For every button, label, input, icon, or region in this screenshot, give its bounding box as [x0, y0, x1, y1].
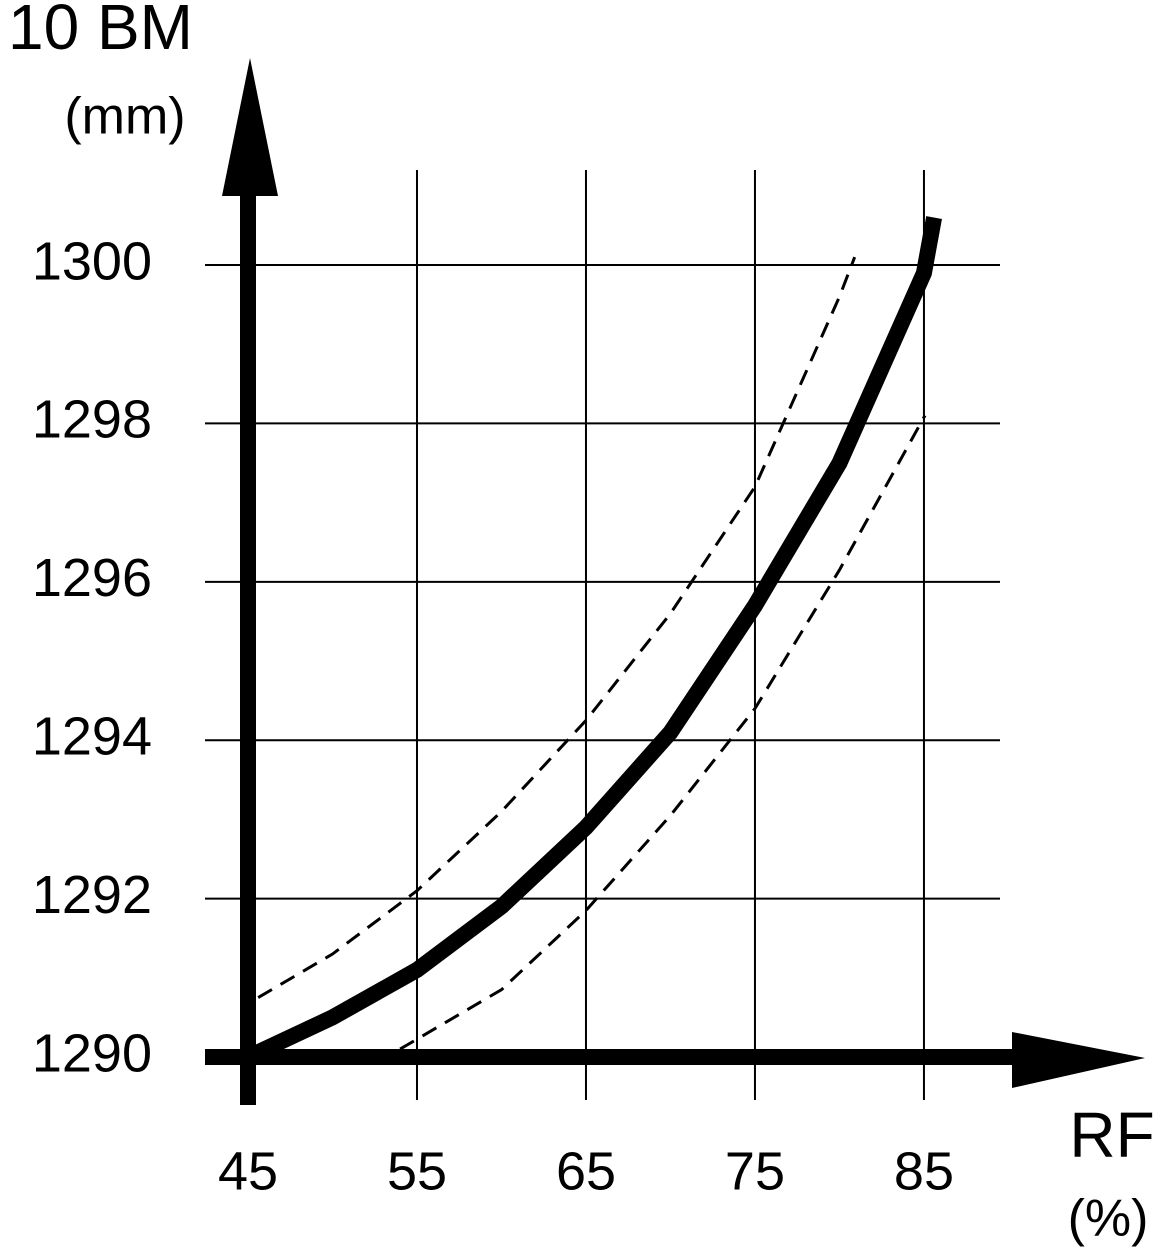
- y-tick-label: 1296: [32, 548, 152, 608]
- y-axis-unit: (mm): [64, 88, 185, 146]
- y-tick-label: 1294: [32, 706, 152, 766]
- bound-curve: [399, 414, 927, 1051]
- x-tick-label: 65: [556, 1141, 616, 1201]
- y-axis-title: 10 BM: [8, 0, 193, 63]
- x-tick-label: 85: [894, 1141, 954, 1201]
- x-tick-label: 55: [387, 1141, 447, 1201]
- x-tick-label: 45: [218, 1141, 278, 1201]
- main-curve: [244, 216, 942, 1065]
- x-tick-label: 75: [725, 1141, 785, 1201]
- y-tick-label: 1300: [32, 231, 152, 291]
- y-axis-arrow: [222, 58, 278, 196]
- x-axis-title: RF: [1069, 1099, 1154, 1171]
- bound-curve: [257, 256, 857, 999]
- x-axis-unit: (%): [1068, 1190, 1149, 1248]
- y-tick-label: 1298: [32, 390, 152, 450]
- y-tick-label: 1292: [32, 865, 152, 925]
- y-tick-label: 1290: [32, 1023, 152, 1083]
- x-axis-arrow: [1012, 1032, 1145, 1088]
